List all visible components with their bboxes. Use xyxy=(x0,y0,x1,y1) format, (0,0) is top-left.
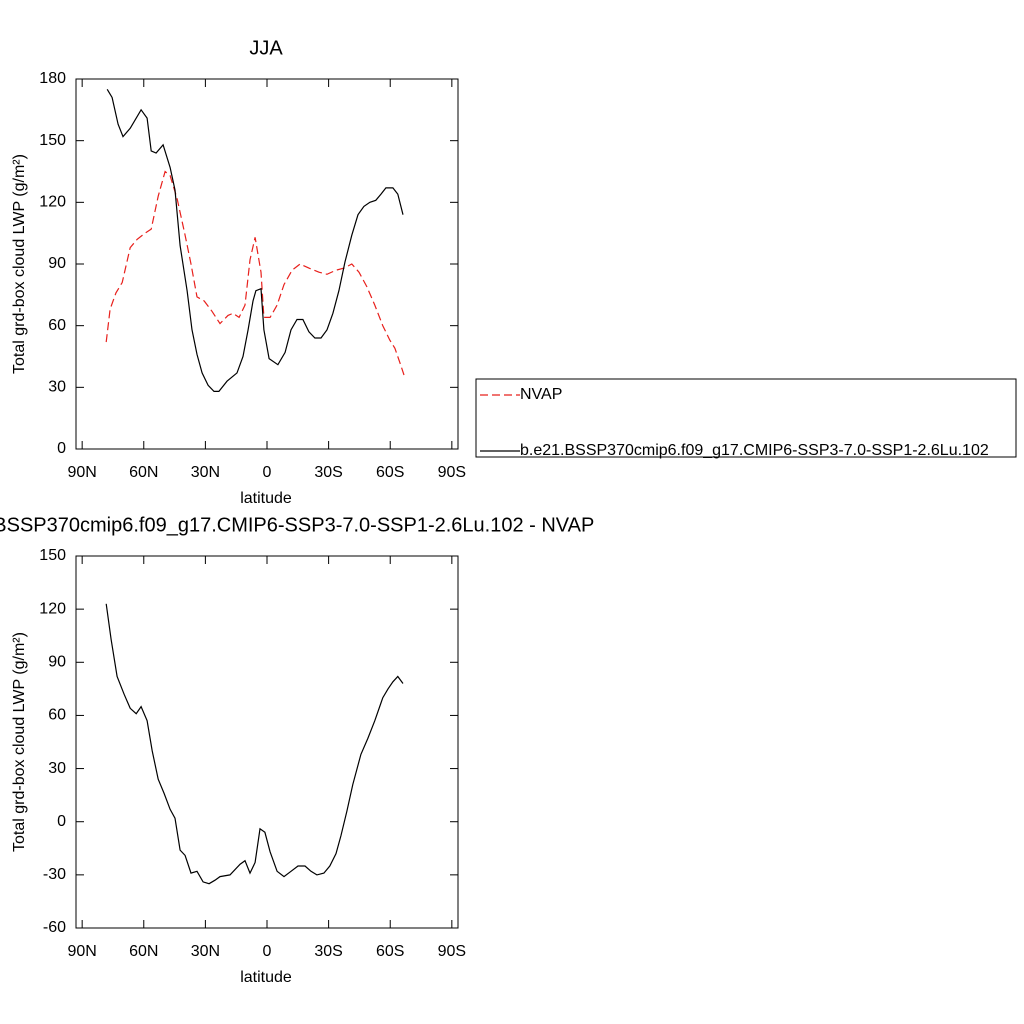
series-line xyxy=(106,88,404,392)
x-tick-label: 90S xyxy=(438,943,466,960)
series-line xyxy=(105,170,405,376)
y-tick-label: -30 xyxy=(43,866,66,883)
y-tick-label: 150 xyxy=(39,132,66,149)
y-tick-label: 60 xyxy=(48,317,66,334)
x-tick-label: 30S xyxy=(314,464,342,481)
y-tick-label: 30 xyxy=(48,760,66,777)
plot-frame xyxy=(75,78,459,450)
y-tick-label: 60 xyxy=(48,707,66,724)
x-tick-label: 0 xyxy=(263,943,272,960)
y-tick-label: 0 xyxy=(57,440,66,457)
y-tick-label: 120 xyxy=(39,600,66,617)
legend-box xyxy=(475,378,1017,458)
y-tick-label: 90 xyxy=(48,255,66,272)
x-tick-label: 30S xyxy=(314,943,342,960)
x-axis-label: latitude xyxy=(240,490,292,507)
legend-label: NVAP xyxy=(520,386,562,403)
x-tick-label: 0 xyxy=(263,464,272,481)
chart-title: JJA xyxy=(249,37,283,59)
y-tick-label: -60 xyxy=(43,919,66,936)
x-tick-label: 30N xyxy=(191,464,220,481)
x-tick-label: 30N xyxy=(191,943,220,960)
x-tick-label: 90S xyxy=(438,464,466,481)
legend-label: b.e21.BSSP370cmip6.f09_g17.CMIP6-SSP3-7.… xyxy=(520,442,989,459)
chart-title: b.e21.BSSP370cmip6.f09_g17.CMIP6-SSP3-7.… xyxy=(0,514,594,536)
x-tick-label: 60S xyxy=(376,943,404,960)
x-tick-label: 60N xyxy=(129,943,158,960)
x-tick-label: 60S xyxy=(376,464,404,481)
y-tick-label: 150 xyxy=(39,547,66,564)
x-axis-label: latitude xyxy=(240,969,292,986)
y-tick-label: 180 xyxy=(39,70,66,87)
x-tick-label: 90N xyxy=(67,943,96,960)
series-line xyxy=(105,603,404,885)
y-axis-label: Total grd-box cloud LWP (g/m²) xyxy=(11,632,28,852)
plot-frame xyxy=(75,555,459,929)
y-tick-label: 90 xyxy=(48,654,66,671)
y-tick-label: 30 xyxy=(48,379,66,396)
y-tick-label: 120 xyxy=(39,194,66,211)
y-axis-label: Total grd-box cloud LWP (g/m²) xyxy=(11,154,28,374)
x-tick-label: 60N xyxy=(129,464,158,481)
x-tick-label: 90N xyxy=(67,464,96,481)
y-tick-label: 0 xyxy=(57,813,66,830)
